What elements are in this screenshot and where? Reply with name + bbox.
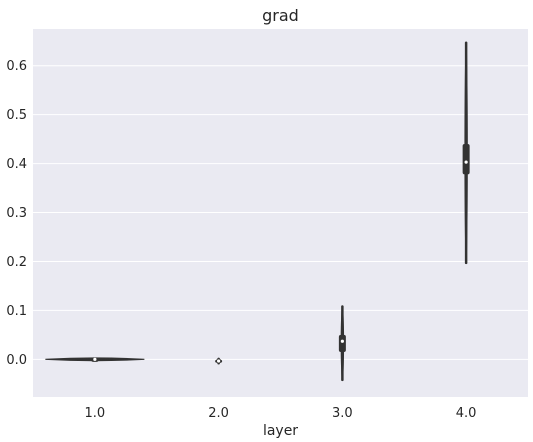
iqr-box xyxy=(338,334,346,352)
x-tick-label: 4.0 xyxy=(456,406,477,421)
x-tick-label: 3.0 xyxy=(332,406,353,421)
y-tick-label: 0.1 xyxy=(6,304,27,319)
y-tick-label: 0.6 xyxy=(6,59,27,74)
violin-2.0 xyxy=(215,357,223,365)
median-marker xyxy=(217,359,221,363)
violin-1.0 xyxy=(45,357,145,362)
x-tick-label: 2.0 xyxy=(208,406,229,421)
y-tick-label: 0.2 xyxy=(6,255,27,270)
y-tick-label: 0.4 xyxy=(6,157,27,172)
chart-title: grad xyxy=(262,6,299,25)
median-marker xyxy=(93,357,97,361)
median-marker xyxy=(464,160,468,164)
y-tick-labels: 0.0 0.1 0.2 0.3 0.4 0.5 0.6 xyxy=(6,59,27,368)
violin-3.0 xyxy=(338,305,346,382)
violin-4.0 xyxy=(462,41,470,265)
iqr-box xyxy=(462,144,470,175)
y-tick-label: 0.3 xyxy=(6,206,27,221)
x-axis-label: layer xyxy=(263,423,298,439)
x-tick-label: 1.0 xyxy=(85,406,106,421)
y-tick-label: 0.5 xyxy=(6,108,27,123)
violins xyxy=(45,41,470,382)
y-tick-label: 0.0 xyxy=(6,353,27,368)
median-marker xyxy=(340,339,344,343)
x-tick-labels: 1.0 2.0 3.0 4.0 xyxy=(85,406,477,421)
